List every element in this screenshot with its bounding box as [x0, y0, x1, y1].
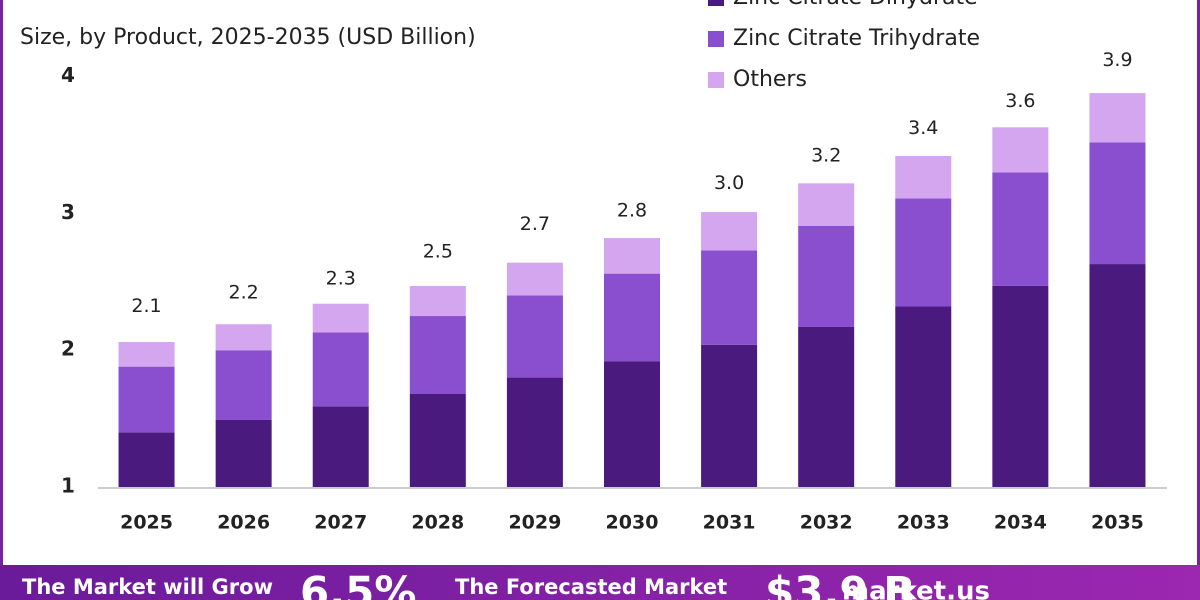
bar-segment [992, 285, 1049, 487]
total-label: 2.2 [229, 281, 259, 303]
x-tick-label: 2033 [897, 512, 950, 534]
legend-label: Zinc Citrate Dihydrate [733, 0, 978, 10]
bar-segment [506, 262, 563, 296]
bar-segment [215, 324, 272, 351]
bar-segment [604, 361, 660, 487]
x-tick-label: 2027 [314, 512, 367, 534]
bar-segment [604, 273, 660, 362]
bar-segment [409, 285, 466, 317]
bar-segment [312, 332, 369, 407]
total-label: 2.8 [617, 199, 647, 221]
y-tick-label: 3 [61, 200, 75, 224]
bar-segment [798, 326, 855, 487]
total-label: 3.9 [1102, 49, 1132, 71]
bar-segment [118, 432, 175, 487]
bar-segment [992, 127, 1049, 173]
bar-segment [409, 316, 466, 394]
bar-segment [992, 172, 1049, 286]
bar-segment [701, 250, 758, 345]
bar-segment [506, 377, 563, 487]
bar-segment [1089, 142, 1146, 265]
legend-label: Zinc Citrate Trihydrate [733, 26, 980, 51]
legend-label: Others [733, 67, 807, 92]
banner-text: The Forecasted Market [455, 575, 727, 599]
bar-segment [215, 350, 272, 420]
total-label: 3.6 [1005, 90, 1035, 112]
bar-segment [118, 366, 175, 433]
y-tick-label: 2 [61, 337, 75, 361]
total-label: 2.5 [423, 240, 453, 262]
bar-segment [895, 156, 952, 199]
legend-swatch [708, 31, 724, 47]
x-tick-label: 2032 [800, 512, 853, 534]
bar-segment [312, 406, 369, 487]
total-label: 2.7 [520, 213, 550, 235]
frame-right [1197, 0, 1200, 600]
chart-subtitle: Size, by Product, 2025-2035 (USD Billion… [20, 25, 476, 50]
x-tick-label: 2031 [703, 512, 756, 534]
bar-segment [895, 306, 952, 487]
legend-swatch [708, 0, 724, 6]
x-tick-label: 2025 [120, 512, 173, 534]
banner-cagr: 6.5% [300, 568, 416, 600]
total-label: 2.3 [326, 268, 356, 290]
bar-segment [312, 303, 369, 333]
bar-segment [895, 198, 952, 307]
legend-swatch [708, 72, 724, 88]
y-tick-label: 4 [61, 63, 75, 87]
banner-brand: market.us [842, 577, 990, 600]
y-tick-label: 1 [61, 474, 75, 498]
x-tick-label: 2030 [606, 512, 659, 534]
x-tick-label: 2035 [1091, 512, 1144, 534]
bar-segment [798, 225, 855, 327]
total-label: 3.2 [811, 145, 841, 167]
bar-segment [798, 183, 855, 226]
total-label: 3.0 [714, 172, 744, 194]
total-label: 2.1 [131, 295, 161, 317]
banner-value: $3.9 B [765, 568, 915, 600]
x-tick-label: 2034 [994, 512, 1047, 534]
x-tick-label: 2026 [217, 512, 270, 534]
bar-segment [215, 419, 272, 487]
bar-segment [1089, 93, 1146, 143]
bar-segment [701, 344, 758, 487]
x-tick-label: 2028 [411, 512, 464, 534]
bar-segment [409, 393, 466, 487]
bar-segment [604, 238, 660, 274]
bar-segment [118, 342, 175, 367]
bar-segment [701, 212, 758, 251]
bar-segment [1089, 264, 1146, 487]
bar-segment [506, 295, 563, 378]
total-label: 3.4 [908, 117, 938, 139]
x-tick-label: 2029 [508, 512, 561, 534]
banner [0, 565, 1200, 600]
banner-text: The Market will Grow [22, 575, 273, 599]
frame-left [0, 0, 3, 600]
